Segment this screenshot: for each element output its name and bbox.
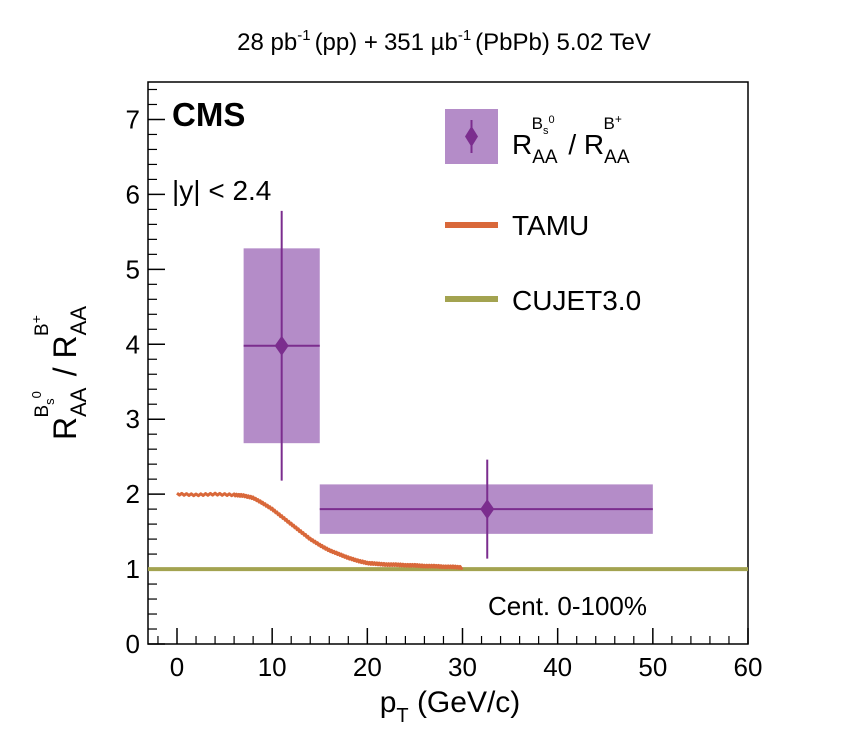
y-title-aa-den: AA	[66, 306, 91, 336]
x-axis-title: pT (GeV/c)	[380, 686, 521, 727]
legend-r-den: R	[584, 129, 604, 160]
legend: RAABs0 / RAAB+ TAMU CUJET3.0	[445, 109, 641, 316]
data-marker	[274, 335, 289, 356]
legend-b-den: B	[604, 114, 615, 133]
legend-data-marker	[465, 126, 478, 147]
data-marker	[480, 499, 495, 520]
y-title-b-num: B	[32, 405, 53, 418]
x-tick-label: 30	[448, 652, 477, 682]
lumi-pp-value: 28 pb	[237, 29, 297, 56]
y-title-r-num: R	[47, 417, 83, 440]
y-title-b-den: B	[32, 323, 53, 336]
data-point	[243, 210, 320, 481]
rapidity-cut-label: |y| < 2.4	[172, 175, 271, 206]
legend-data-label: RAABs0 / RAAB+	[512, 112, 630, 168]
plot-area	[148, 210, 748, 572]
y-tick-label: 0	[126, 629, 140, 659]
y-title-aa-num: AA	[66, 387, 91, 417]
legend-slash: /	[561, 129, 584, 160]
y-axis-title-text: RAABs0 / RAAB+	[28, 306, 91, 440]
y-tick-label: 7	[126, 104, 140, 134]
y-tick-label: 3	[126, 404, 140, 434]
y-tick-label: 1	[126, 554, 140, 584]
y-title-zero-num: 0	[29, 391, 44, 398]
lumi-pbpb-rest: (PbPb) 5.02 TeV	[475, 29, 651, 56]
y-title-plus-den: +	[28, 315, 44, 323]
legend-tamu-label: TAMU	[512, 210, 589, 241]
plot-frame	[147, 81, 749, 645]
y-tick-label: 4	[126, 329, 140, 359]
legend-aa-den: AA	[604, 147, 630, 168]
y-title-s-num: s	[42, 398, 57, 405]
lumi-pp-exp: -1	[297, 27, 310, 44]
x-axis-title-rest: (GeV/c)	[409, 686, 521, 719]
centrality-label: Cent. 0-100%	[488, 591, 647, 621]
y-tick-label: 2	[126, 479, 140, 509]
legend-zero-num: 0	[548, 114, 554, 126]
legend-cujet-label: CUJET3.0	[512, 285, 641, 316]
cms-label: CMS	[172, 96, 245, 133]
y-title-slash: /	[47, 358, 83, 385]
tamu-curve	[176, 491, 464, 570]
x-tick-label: 60	[734, 652, 763, 682]
y-tick-label: 5	[126, 254, 140, 284]
y-axis-title: RAABs0 / RAAB+	[28, 306, 91, 440]
x-tick-label: 40	[543, 652, 572, 682]
legend-b-num: B	[532, 114, 543, 133]
y-title-r-den: R	[47, 335, 83, 358]
x-axis-title-p: p	[380, 686, 397, 719]
legend-r-num: R	[512, 129, 532, 160]
x-tick-label: 50	[638, 652, 667, 682]
x-axis-title-sub: T	[396, 705, 408, 727]
data-point	[319, 459, 653, 559]
x-tick-label: 10	[258, 652, 287, 682]
x-tick-label: 20	[353, 652, 382, 682]
axes: 0 10 20 30 40 50 60 0 1 2 3 4 5 6 7	[126, 88, 763, 682]
legend-s-num: s	[543, 125, 549, 137]
x-tick-label: 0	[170, 652, 184, 682]
lumi-pbpb-exp: -1	[458, 27, 471, 44]
y-tick-label: 6	[126, 179, 140, 209]
legend-plus-den: +	[615, 112, 622, 126]
lumi-header: 28 pb-1 (pp) +351 µb-1 (PbPb) 5.02 TeV	[237, 27, 651, 56]
lumi-pbpb-value: 351 µb	[384, 29, 458, 56]
legend-aa-num: AA	[532, 147, 558, 168]
lumi-pp-sys: (pp) +	[315, 29, 378, 56]
